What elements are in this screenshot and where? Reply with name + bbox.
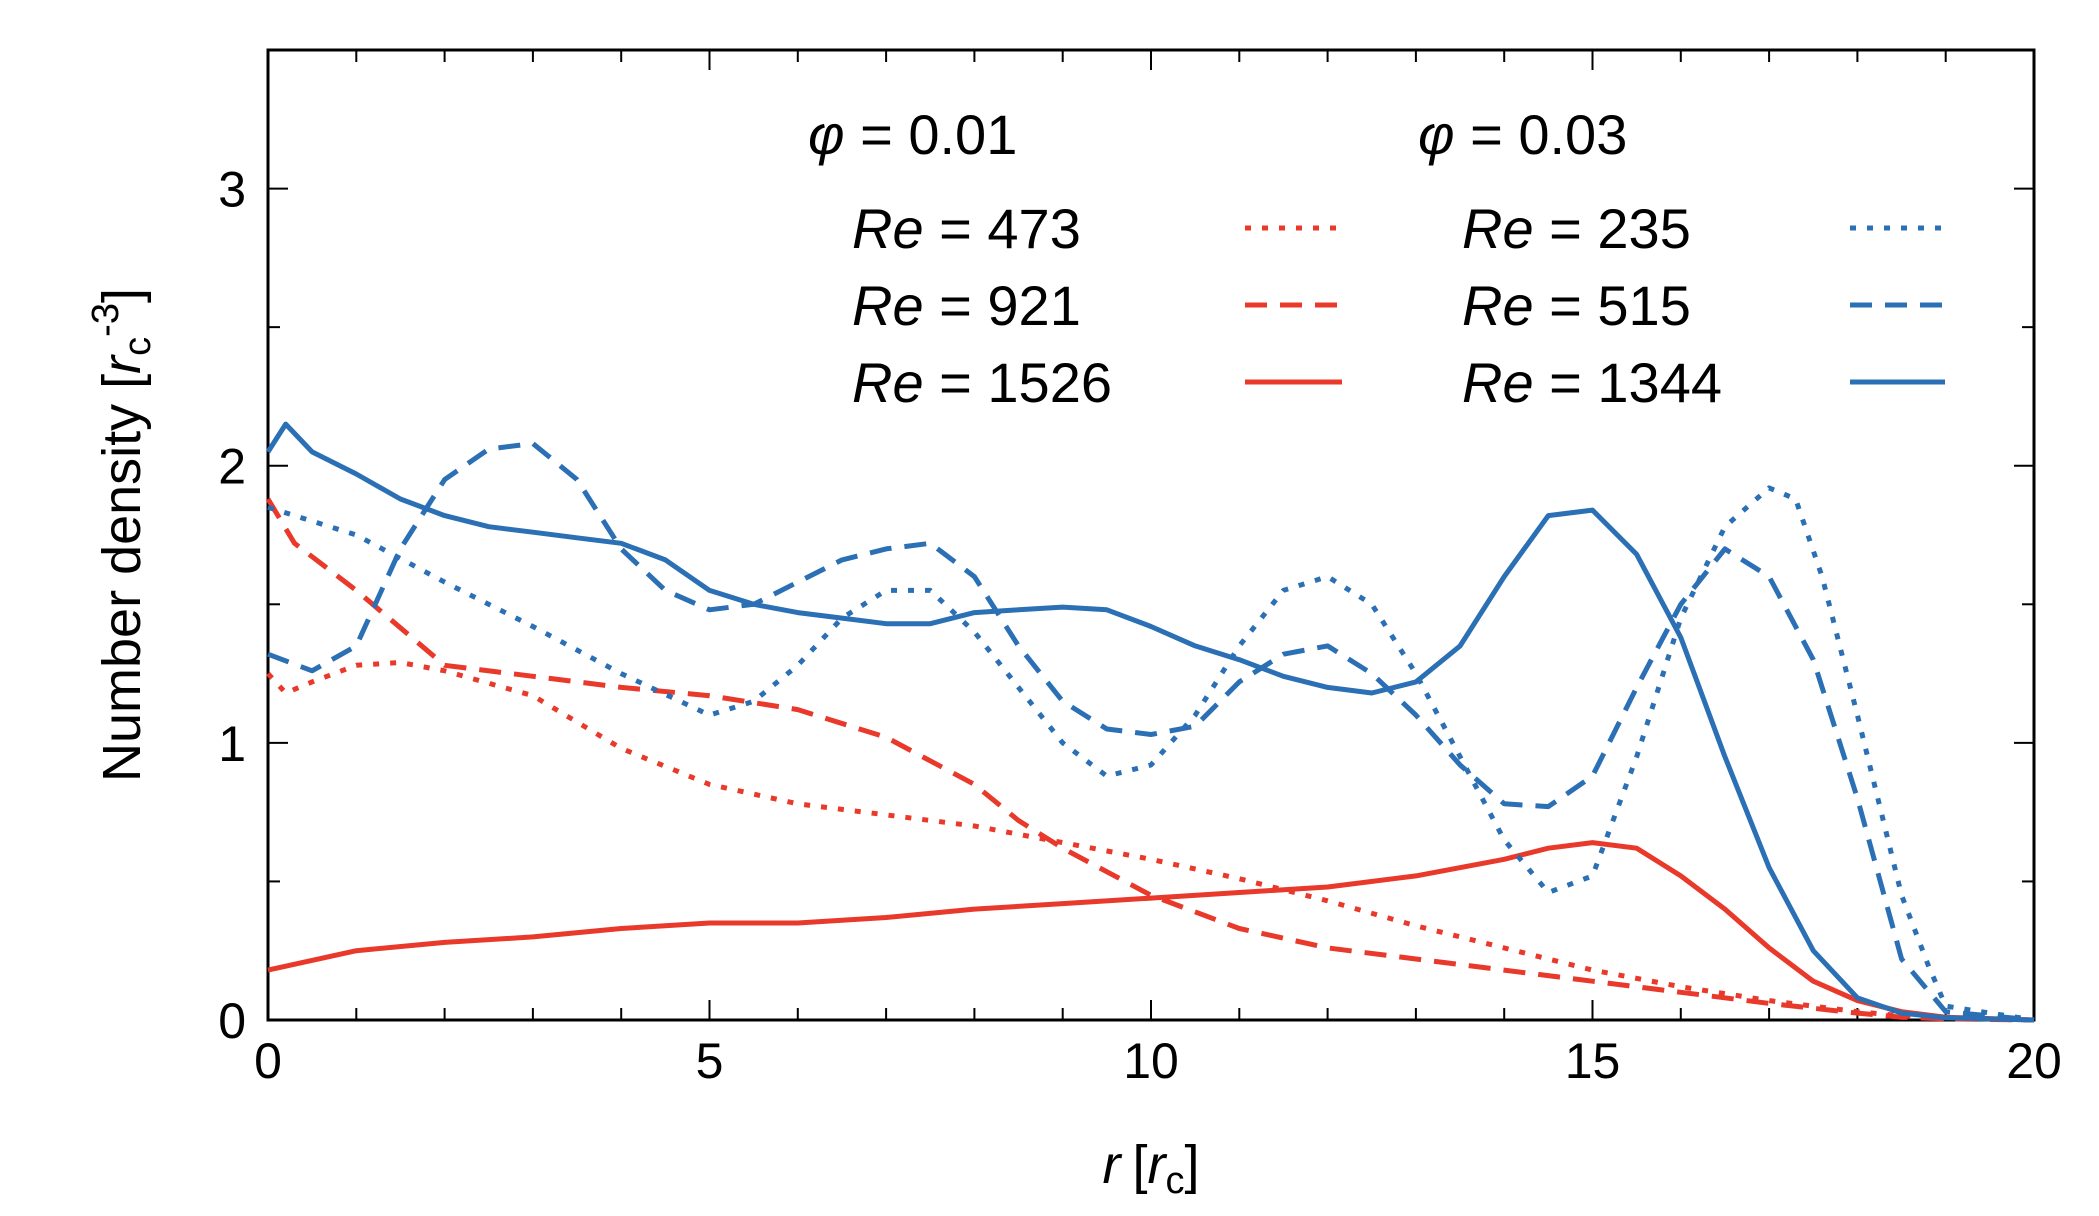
legend-label-5: Re = 1344 [1462, 351, 1722, 414]
y-axis-title: Number density [rc-3] [85, 288, 159, 782]
y-tick-label: 3 [218, 162, 246, 218]
x-tick-label: 0 [254, 1033, 282, 1089]
legend-label-1: Re = 921 [852, 274, 1081, 337]
y-tick-label: 0 [218, 993, 246, 1049]
legend-label-2: Re = 1526 [852, 351, 1112, 414]
tick-marks [267, 49, 2035, 1021]
tick-labels: 0 5 10 15 20 0 1 2 3 [218, 162, 2062, 1089]
legend-group-title-phi-003: φ = 0.03 [1418, 103, 1627, 166]
y-tick-label: 1 [218, 716, 246, 772]
y-tick-label: 2 [218, 439, 246, 495]
plot-frame [266, 48, 2036, 1022]
series-line-4 [267, 441, 2035, 1023]
x-axis-title: r [rc] [1103, 1135, 1200, 1202]
x-tick-label: 5 [696, 1033, 724, 1089]
series-layer [265, 421, 2035, 1023]
legend: φ = 0.01 φ = 0.03 Re = 473 Re = 921 Re = 1… [808, 103, 1945, 414]
series-line-3 [267, 485, 2035, 1023]
series-line-1 [265, 497, 2035, 1023]
legend-group-title-phi-001: φ = 0.01 [808, 103, 1017, 166]
legend-label-4: Re = 515 [1462, 274, 1691, 337]
x-tick-label: 15 [1565, 1033, 1621, 1089]
x-tick-label: 20 [2006, 1033, 2062, 1089]
series-line-5 [265, 421, 2035, 1023]
x-tick-label: 10 [1123, 1033, 1179, 1089]
legend-label-3: Re = 235 [1462, 197, 1691, 260]
legend-label-0: Re = 473 [852, 197, 1081, 260]
series-line-0 [266, 660, 2035, 1023]
series-line-2 [267, 840, 2035, 1023]
